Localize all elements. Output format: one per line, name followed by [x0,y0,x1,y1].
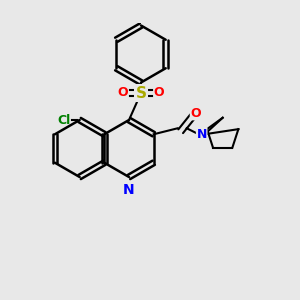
Text: O: O [190,107,201,120]
Text: S: S [136,85,146,100]
Text: O: O [154,86,164,100]
Text: O: O [118,86,128,100]
Text: N: N [196,128,207,141]
Text: Cl: Cl [57,113,70,127]
Text: N: N [123,183,135,197]
